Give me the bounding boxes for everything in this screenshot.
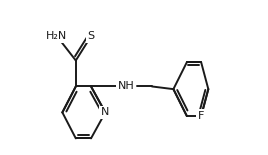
Text: NH: NH <box>118 82 134 91</box>
Text: N: N <box>101 107 110 117</box>
Text: H₂N: H₂N <box>46 31 68 41</box>
Text: F: F <box>198 111 204 121</box>
Text: S: S <box>87 31 95 41</box>
